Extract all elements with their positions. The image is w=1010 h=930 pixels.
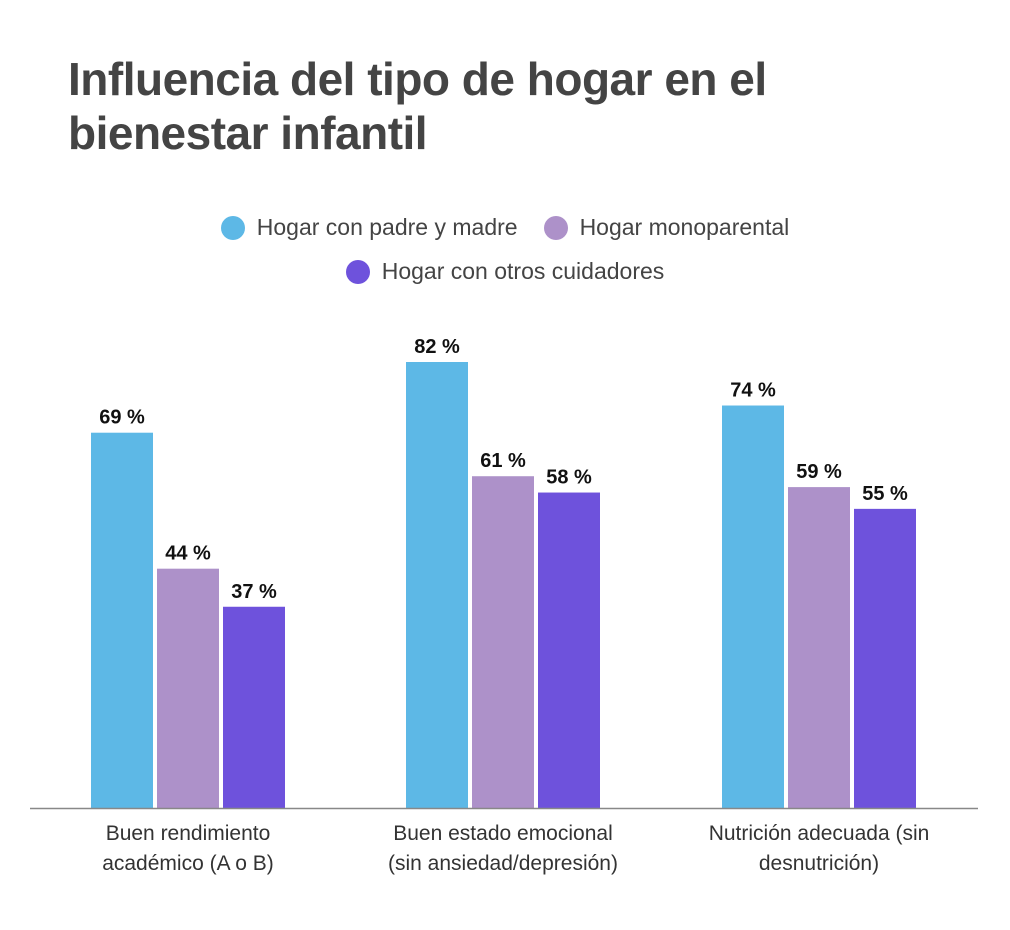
legend-row-1: Hogar con padre y madre Hogar monoparent… <box>0 214 1010 241</box>
bar-1-3 <box>722 405 784 808</box>
legend-item-padre-madre: Hogar con padre y madre <box>220 214 518 241</box>
data-label-3-1: 37 % <box>231 581 277 603</box>
data-label-2-1: 44 % <box>165 543 211 565</box>
category-label-1-line-2: académico (A o B) <box>102 852 274 875</box>
legend-label-monoparental: Hogar monoparental <box>579 214 790 240</box>
legend-swatch-padre-madre <box>220 215 245 240</box>
data-label-1-2: 82 % <box>414 336 460 358</box>
legend-item-monoparental: Hogar monoparental <box>543 214 790 241</box>
legend-swatch-otros-cuidadores <box>345 259 370 284</box>
data-label-1-1: 69 % <box>99 407 145 429</box>
bar-1-1 <box>91 432 153 808</box>
bar-3-1 <box>223 606 285 808</box>
category-label-3-line-2: desnutrición) <box>759 852 879 875</box>
bar-1-2 <box>406 362 468 808</box>
bar-2-3 <box>788 487 850 808</box>
data-label-2-3: 59 % <box>796 461 842 483</box>
data-label-3-2: 58 % <box>546 467 592 489</box>
category-label-2-line-2: (sin ansiedad/depresión) <box>388 852 618 875</box>
bar-3-3 <box>854 508 916 808</box>
legend-swatch-monoparental <box>543 215 568 240</box>
legend-label-otros-cuidadores: Hogar con otros cuidadores <box>381 258 665 284</box>
bar-2-1 <box>157 568 219 808</box>
category-label-3-line-1: Nutrición adecuada (sin <box>709 822 930 845</box>
bar-3-2 <box>538 492 600 808</box>
legend-row-2: Hogar con otros cuidadores <box>0 258 1010 285</box>
legend-label-padre-madre: Hogar con padre y madre <box>256 214 518 240</box>
category-label-1-line-1: Buen rendimiento <box>106 822 271 845</box>
legend-item-otros-cuidadores: Hogar con otros cuidadores <box>345 258 665 285</box>
bar-2-2 <box>472 476 534 808</box>
chart-title: Influencia del tipo de hogar en el biene… <box>68 53 767 159</box>
data-label-3-3: 55 % <box>862 483 908 505</box>
data-label-1-3: 74 % <box>730 380 776 402</box>
data-label-2-2: 61 % <box>480 450 526 472</box>
category-label-2-line-1: Buen estado emocional <box>393 822 613 845</box>
